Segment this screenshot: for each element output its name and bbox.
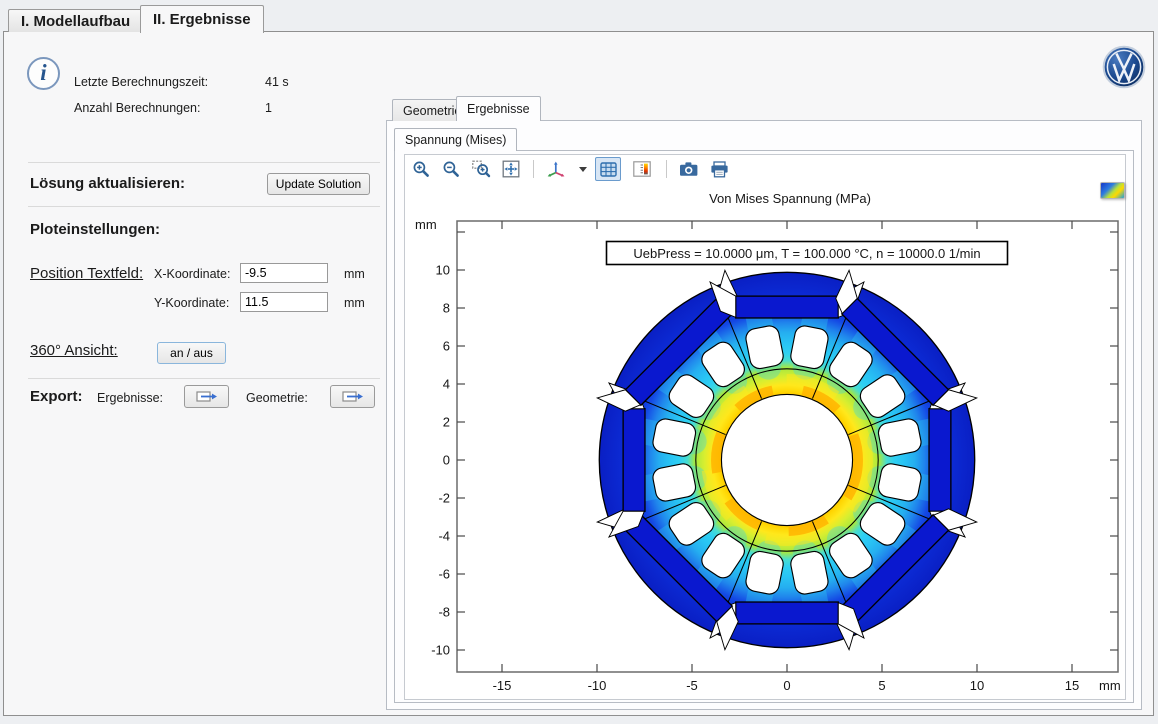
graphics-toolbar — [410, 156, 730, 182]
svg-text:-10: -10 — [431, 643, 450, 658]
y-axis-unit: mm — [415, 217, 437, 232]
toolbar-separator — [666, 160, 667, 178]
export-heading: Export: — [30, 388, 83, 405]
mises-plot[interactable]: Von Mises Spannung (MPa) mm mm -15 -10 -5 0… — [405, 181, 1126, 699]
y-coordinate-label: Y-Koordinate: — [154, 296, 230, 310]
y-coordinate-input[interactable] — [240, 292, 328, 312]
svg-text:6: 6 — [443, 339, 450, 354]
svg-text:2: 2 — [443, 415, 450, 430]
plot-thumbnail-icon[interactable] — [1100, 182, 1125, 199]
svg-text:-6: -6 — [438, 567, 450, 582]
print-icon[interactable] — [708, 158, 730, 180]
vw-logo — [1102, 45, 1146, 89]
rotor-cross-section — [595, 268, 979, 652]
x-axis-unit: mm — [1099, 678, 1121, 693]
export-icon — [341, 391, 363, 402]
color-legend-toggle-button[interactable] — [629, 157, 655, 181]
plot-title: Von Mises Spannung (MPa) — [709, 191, 871, 206]
export-results-button[interactable] — [184, 385, 229, 408]
tab-label: II. Ergebnisse — [153, 11, 251, 28]
info-icon: i — [27, 57, 60, 90]
svg-text:-15: -15 — [493, 678, 512, 693]
divider — [28, 162, 380, 163]
svg-text:-8: -8 — [438, 605, 450, 620]
tab-ergebnisse[interactable]: II. Ergebnisse — [140, 5, 264, 33]
view-3d-icon[interactable] — [545, 158, 569, 180]
x-coordinate-input[interactable] — [240, 263, 328, 283]
position-textfield-label: Position Textfeld: — [30, 265, 144, 282]
chevron-down-icon[interactable] — [579, 166, 587, 172]
svg-text:-4: -4 — [438, 529, 450, 544]
plot-settings-heading: Ploteinstellungen: — [30, 221, 161, 238]
x-coordinate-label: X-Koordinate: — [154, 267, 231, 281]
zoom-in-icon[interactable] — [410, 158, 432, 180]
tab-label: Geometrie — [403, 103, 462, 118]
annotation-text: UebPress = 10.0000 μm, T = 100.000 °C, n… — [633, 246, 980, 261]
y-unit-label: mm — [344, 296, 365, 310]
tab-label: Spannung (Mises) — [405, 133, 507, 147]
tab-label: Ergebnisse — [467, 102, 530, 116]
toolbar-separator — [533, 160, 534, 178]
axis-ticks: -15 -10 -5 0 5 10 15 10 8 6 4 2 0 -2 -4 -6 -8 -10 — [431, 221, 1118, 693]
grid-toggle-button[interactable] — [595, 157, 621, 181]
tab-geometrie[interactable]: Geometrie — [392, 99, 473, 121]
svg-text:8: 8 — [443, 301, 450, 316]
svg-text:15: 15 — [1065, 678, 1079, 693]
svg-text:5: 5 — [878, 678, 885, 693]
tab-label: I. Modellaufbau — [21, 12, 131, 30]
tab-modellaufbau[interactable]: I. Modellaufbau — [8, 9, 144, 32]
color-legend-icon — [633, 161, 651, 177]
last-computation-value: 41 s — [265, 75, 289, 89]
divider — [28, 206, 380, 207]
export-results-label: Ergebnisse: — [97, 391, 164, 405]
svg-text:0: 0 — [443, 453, 450, 468]
svg-text:4: 4 — [443, 377, 450, 392]
zoom-box-icon[interactable] — [470, 158, 492, 180]
svg-text:-5: -5 — [686, 678, 698, 693]
export-geometry-button[interactable] — [330, 385, 375, 408]
view-360-toggle-button[interactable]: an / aus — [157, 342, 226, 364]
svg-text:0: 0 — [783, 678, 790, 693]
svg-text:10: 10 — [970, 678, 984, 693]
annotation-box — [605, 240, 1009, 266]
svg-text:-2: -2 — [438, 491, 450, 506]
x-unit-label: mm — [344, 267, 365, 281]
export-geometry-label: Geometrie: — [246, 391, 308, 405]
update-solution-button[interactable]: Update Solution — [267, 173, 370, 195]
grid-icon — [599, 161, 617, 177]
computation-count-value: 1 — [265, 101, 272, 115]
export-icon — [195, 391, 217, 402]
last-computation-label: Letzte Berechnungszeit: — [74, 75, 209, 89]
view-360-label: 360° Ansicht: — [30, 342, 118, 359]
snapshot-camera-icon[interactable] — [678, 158, 700, 180]
zoom-extents-icon[interactable] — [500, 158, 522, 180]
tab-spannung-mises[interactable]: Spannung (Mises) — [394, 128, 518, 151]
zoom-out-icon[interactable] — [440, 158, 462, 180]
svg-text:10: 10 — [436, 263, 450, 278]
tab-ergebnisse-inner[interactable]: Ergebnisse — [456, 96, 541, 121]
update-solution-label: Lösung aktualisieren: — [30, 175, 186, 192]
computation-count-label: Anzahl Berechnungen: — [74, 101, 201, 115]
divider — [28, 378, 380, 379]
svg-text:-10: -10 — [588, 678, 607, 693]
